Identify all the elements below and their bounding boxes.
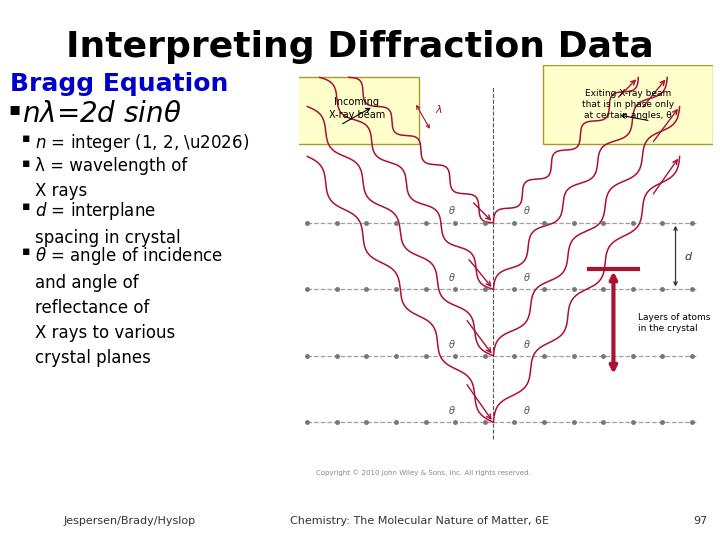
Text: ▪: ▪: [8, 100, 20, 118]
Text: $d$ = interplane
spacing in crystal: $d$ = interplane spacing in crystal: [35, 200, 181, 247]
Text: ▪: ▪: [22, 200, 30, 213]
Text: Interpreting Diffraction Data: Interpreting Diffraction Data: [66, 30, 654, 64]
Text: Chemistry: The Molecular Nature of Matter, 6E: Chemistry: The Molecular Nature of Matte…: [290, 516, 549, 526]
Text: ▪: ▪: [22, 157, 30, 170]
Text: λ = wavelength of
X rays: λ = wavelength of X rays: [35, 157, 187, 200]
Text: $\lambda$: $\lambda$: [436, 103, 444, 114]
Text: $\theta$: $\theta$: [448, 338, 456, 349]
Text: $\theta$: $\theta$: [448, 404, 456, 416]
Text: $n$ = integer (1, 2, \u2026): $n$ = integer (1, 2, \u2026): [35, 132, 249, 154]
FancyBboxPatch shape: [294, 77, 419, 144]
Text: $\theta$: $\theta$: [448, 205, 456, 217]
Text: $n\lambda$=2$d$ sin$\theta$: $n\lambda$=2$d$ sin$\theta$: [22, 100, 181, 128]
Text: Layers of atoms
in the crystal: Layers of atoms in the crystal: [638, 313, 711, 333]
Text: Bragg Equation: Bragg Equation: [10, 72, 228, 96]
Text: Incoming
X-ray beam: Incoming X-ray beam: [328, 97, 385, 120]
Text: $d$: $d$: [684, 250, 693, 262]
Text: 97: 97: [693, 516, 707, 526]
Text: $\theta$: $\theta$: [523, 404, 531, 416]
Text: Copyright © 2010 John Wiley & Sons, Inc. All rights reserved.: Copyright © 2010 John Wiley & Sons, Inc.…: [315, 470, 531, 476]
Text: $\theta$: $\theta$: [523, 205, 531, 217]
Text: Jespersen/Brady/Hyslop: Jespersen/Brady/Hyslop: [64, 516, 196, 526]
Text: $\theta$ = angle of incidence
and angle of
reflectance of
X rays to various
crys: $\theta$ = angle of incidence and angle …: [35, 245, 223, 367]
Text: ▪: ▪: [22, 245, 30, 258]
Text: $\theta$: $\theta$: [523, 338, 531, 349]
Text: $\theta$: $\theta$: [523, 271, 531, 283]
Text: $\theta$: $\theta$: [448, 271, 456, 283]
Text: ▪: ▪: [22, 132, 30, 145]
Text: Exiting X-ray beam
that is in phase only
at certain angles, θ: Exiting X-ray beam that is in phase only…: [582, 89, 674, 120]
FancyBboxPatch shape: [543, 65, 713, 144]
